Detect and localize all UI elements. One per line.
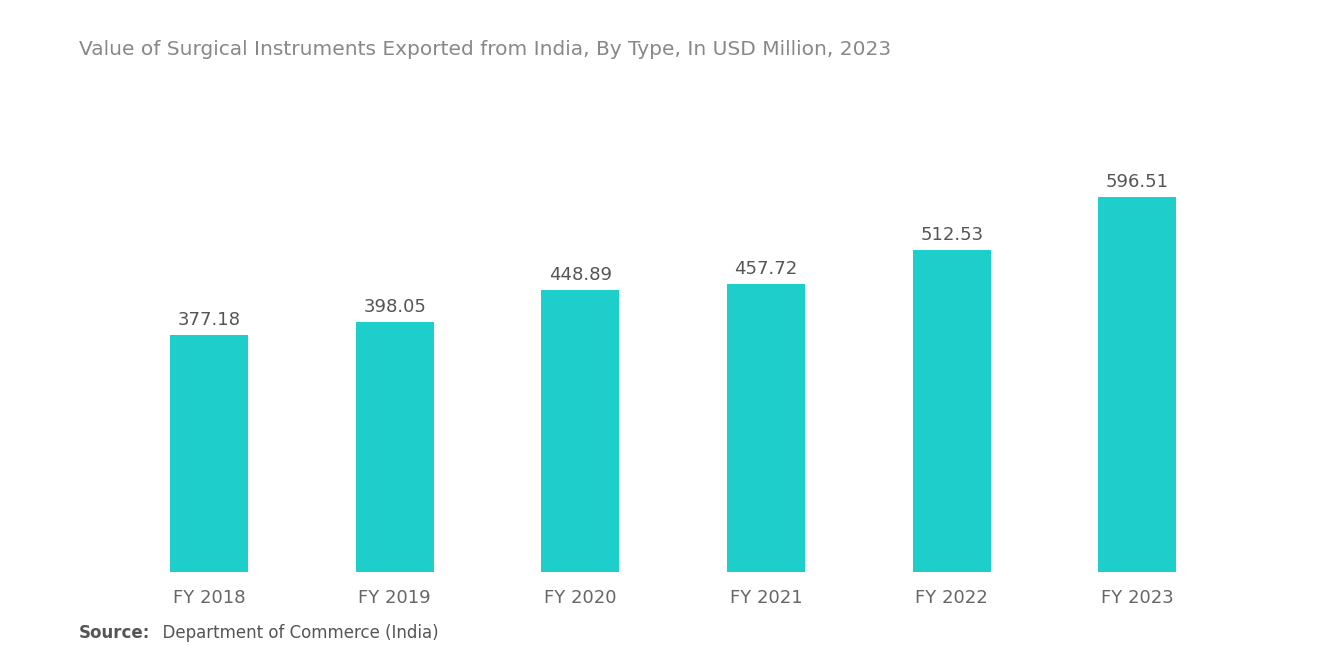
Text: Department of Commerce (India): Department of Commerce (India) (152, 624, 438, 642)
Text: 377.18: 377.18 (178, 311, 240, 329)
Text: Source:: Source: (79, 624, 150, 642)
Text: 448.89: 448.89 (549, 266, 612, 284)
Bar (356, 322, 434, 572)
Bar (912, 250, 990, 572)
Bar (1098, 198, 1176, 572)
Text: 596.51: 596.51 (1106, 173, 1168, 191)
Text: Value of Surgical Instruments Exported from India, By Type, In USD Million, 2023: Value of Surgical Instruments Exported f… (79, 40, 891, 59)
Text: 457.72: 457.72 (734, 260, 797, 278)
Text: 398.05: 398.05 (363, 298, 426, 316)
Bar (170, 335, 248, 572)
Text: 512.53: 512.53 (920, 225, 983, 243)
Bar (541, 290, 619, 572)
Bar (727, 285, 805, 572)
